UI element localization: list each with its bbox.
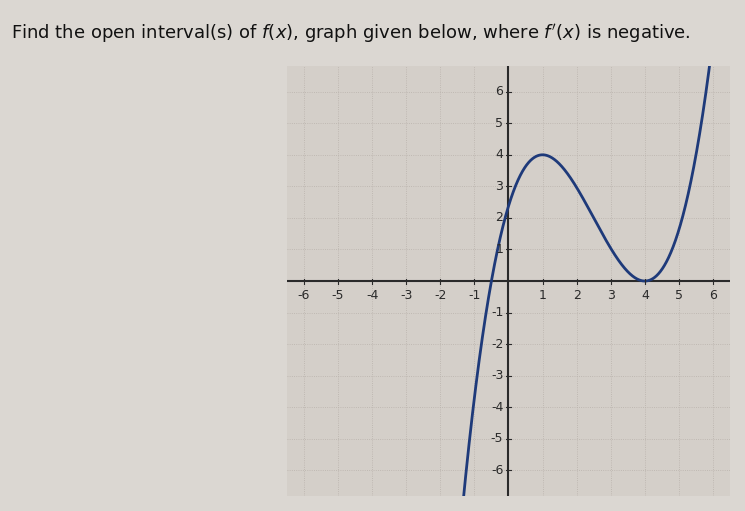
Text: 3: 3: [495, 180, 504, 193]
Text: -1: -1: [491, 306, 504, 319]
Text: -6: -6: [298, 289, 310, 302]
Text: -1: -1: [468, 289, 481, 302]
Text: 6: 6: [495, 85, 504, 98]
Text: 6: 6: [709, 289, 717, 302]
Text: 5: 5: [495, 117, 504, 130]
Text: -5: -5: [332, 289, 344, 302]
Text: 5: 5: [675, 289, 683, 302]
Text: 1: 1: [495, 243, 504, 256]
Text: 2: 2: [573, 289, 580, 302]
Text: -4: -4: [366, 289, 378, 302]
Text: 4: 4: [495, 148, 504, 161]
Text: Find the open interval(s) of $\mathit{f}(\mathit{x})$, graph given below, where : Find the open interval(s) of $\mathit{f}…: [11, 22, 691, 45]
Text: -3: -3: [491, 369, 504, 382]
Text: -4: -4: [491, 401, 504, 414]
Text: 3: 3: [607, 289, 615, 302]
Text: 4: 4: [641, 289, 649, 302]
Text: 2: 2: [495, 212, 504, 224]
Text: -2: -2: [491, 338, 504, 351]
Text: -6: -6: [491, 464, 504, 477]
Text: -2: -2: [434, 289, 446, 302]
Text: -3: -3: [400, 289, 412, 302]
Text: 1: 1: [539, 289, 547, 302]
Text: -5: -5: [491, 432, 504, 446]
